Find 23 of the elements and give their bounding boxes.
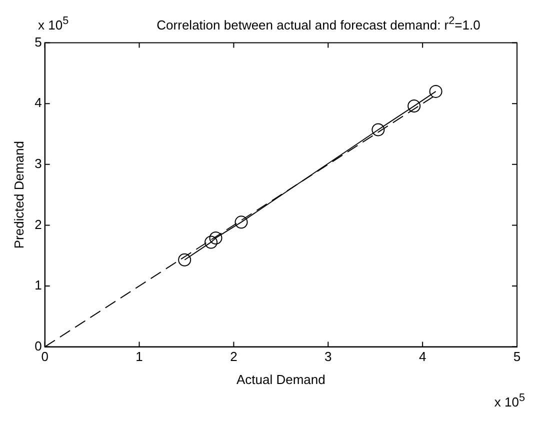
point	[204, 236, 218, 249]
point	[408, 100, 421, 113]
x-tick-label: 2	[230, 349, 238, 364]
text: x 10$^{5}$	[493, 392, 526, 410]
x-tick-label: 3	[324, 349, 332, 364]
y-axis-title: Predicted Demand	[11, 140, 26, 249]
x-tick-label: 5	[513, 349, 521, 364]
y-tick-label: 5	[34, 34, 42, 50]
chart-title: Correlation between actual and forecast demand: r$^{2}$=1.0	[156, 14, 482, 32]
text: x 10$^{5}$	[37, 14, 70, 32]
x-tick-label: 1	[136, 349, 143, 364]
point	[234, 216, 248, 229]
y-tick-label: 1	[34, 278, 42, 293]
point	[372, 123, 385, 136]
y-tick-label: 4	[34, 95, 42, 110]
x-tick-label: 4	[418, 349, 426, 364]
y-tick-label: 0	[34, 338, 42, 354]
point	[178, 253, 192, 266]
x-axis-title: Actual Demand	[236, 372, 326, 387]
y-tick-label: 2	[34, 216, 42, 232]
y-tick-label: 3	[34, 156, 42, 171]
point	[429, 84, 442, 98]
point	[209, 231, 222, 244]
